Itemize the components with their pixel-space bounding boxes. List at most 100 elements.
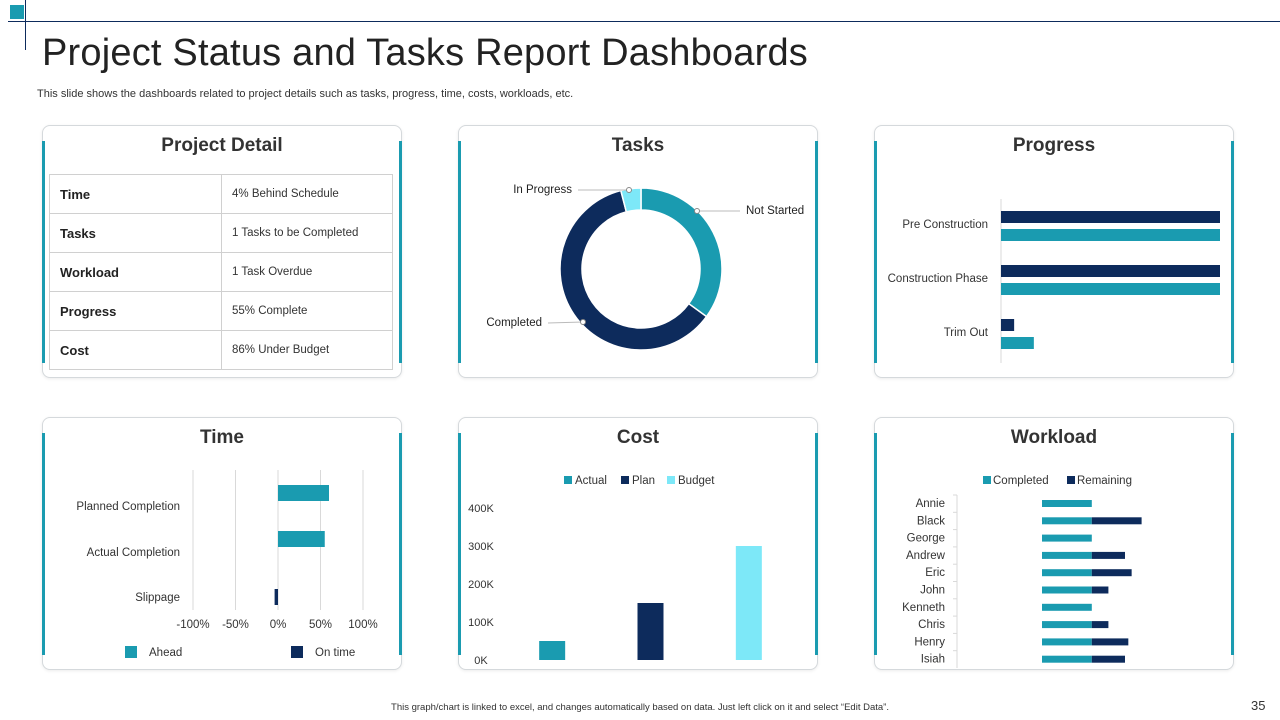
detail-label-progress: Progress (49, 291, 222, 331)
time-label-planned-completion: Planned Completion (76, 501, 180, 513)
leader-line-completed (547, 321, 584, 324)
detail-label-tasks: Tasks (49, 213, 222, 253)
project-detail-card: Project Detail Time 4% Behind Schedule T… (42, 125, 402, 378)
corner-accent-line (25, 0, 26, 50)
legend-swatch-on-time (291, 646, 303, 658)
workload-bar-george-completed (1042, 534, 1092, 542)
slice-label-not-started: Not Started (746, 205, 804, 217)
detail-label-cost: Cost (49, 330, 222, 370)
tasks-donut-chart: Not Started Completed In Progress (486, 184, 804, 351)
progress-bar-pre-construction-actual (1001, 229, 1220, 241)
detail-value-cost: 86% Under Budget (221, 330, 393, 370)
cost-tick-label: 300K (468, 541, 494, 553)
workload-bar-eric-completed (1042, 569, 1092, 577)
time-label-actual-completion: Actual Completion (87, 547, 180, 559)
legend-label-completed: Completed (993, 475, 1049, 487)
workload-bar-kenneth-completed (1042, 603, 1092, 611)
progress-card: Progress Pre Construction Construction Ph… (874, 125, 1234, 378)
workload-label-george: George (907, 533, 945, 545)
workload-label-black: Black (917, 515, 945, 527)
detail-label-workload: Workload (49, 252, 222, 292)
workload-label-chris: Chris (918, 619, 945, 631)
workload-bar-chris-completed (1042, 621, 1092, 629)
header-rule (8, 21, 1280, 22)
workload-label-eric: Eric (925, 567, 945, 579)
time-bar-planned-completion-ahead (278, 485, 329, 501)
workload-label-andrew: Andrew (906, 550, 946, 562)
table-row: Tasks 1 Tasks to be Completed (49, 213, 393, 253)
time-card: Time -100% -50% 0% 50% 100% Planned Completio… (42, 417, 402, 670)
table-row: Cost 86% Under Budget (49, 330, 393, 370)
workload-bar-isiah-completed (1042, 655, 1092, 663)
legend-label-remaining: Remaining (1077, 475, 1132, 487)
time-tick-label: 100% (348, 619, 377, 631)
time-bar-chart: -100% -50% 0% 50% 100% Planned Completion Actu… (76, 470, 378, 659)
table-row: Workload 1 Task Overdue (49, 252, 393, 292)
legend-swatch-budget (667, 476, 675, 484)
donut-slice-not-started (640, 187, 723, 318)
leader-dot-completed (580, 319, 586, 325)
progress-bar-pre-construction-planned (1001, 211, 1220, 223)
workload-label-john: John (920, 585, 945, 597)
progress-label-construction-phase: Construction Phase (888, 273, 988, 285)
progress-title: Progress (1012, 135, 1096, 156)
footer-note: This graph/chart is linked to excel, and… (391, 702, 889, 713)
cost-bar-budget (735, 546, 762, 660)
workload-bar-isiah-remaining (1091, 655, 1125, 663)
leader-dot-not-started (694, 208, 700, 214)
workload-bar-henry-remaining (1091, 638, 1129, 646)
legend-label-budget: Budget (678, 475, 715, 487)
workload-bar-chris-remaining (1091, 621, 1109, 629)
legend-swatch-ahead (125, 646, 137, 658)
legend-label-plan: Plan (632, 475, 655, 487)
slice-label-completed: Completed (486, 317, 542, 329)
project-detail-title: Project Detail (161, 135, 283, 156)
cost-bar-plan (637, 603, 664, 660)
time-tick-label: 50% (309, 619, 332, 631)
cost-tick-label: 400K (468, 503, 494, 515)
detail-value-progress: 55% Complete (221, 291, 393, 331)
cost-bar-chart: 0K 100K 200K 300K 400K Actual Plan Budget (468, 475, 762, 667)
legend-swatch-actual (564, 476, 572, 484)
workload-bar-andrew-remaining (1091, 551, 1125, 559)
progress-bar-chart: Pre Construction Construction Phase Trim O… (888, 199, 1220, 363)
detail-value-tasks: 1 Tasks to be Completed (221, 213, 393, 253)
detail-value-workload: 1 Task Overdue (221, 252, 393, 292)
time-tick-label: -50% (222, 619, 249, 631)
progress-label-trim-out: Trim Out (944, 327, 989, 339)
legend-swatch-completed (983, 476, 991, 484)
time-bar-actual-completion-ahead (278, 531, 325, 547)
legend-label-actual: Actual (575, 475, 607, 487)
workload-label-kenneth: Kenneth (902, 602, 945, 614)
legend-swatch-remaining (1067, 476, 1075, 484)
cost-title: Cost (616, 427, 660, 448)
cost-card: Cost 0K 100K 200K 300K 400K Actual Plan Budget (458, 417, 818, 670)
cost-tick-label: 100K (468, 617, 494, 629)
slide-subtitle: This slide shows the dashboards related … (37, 88, 574, 100)
cost-bar-actual (539, 641, 566, 660)
corner-accent-square (10, 5, 24, 19)
workload-bar-eric-remaining (1091, 569, 1132, 577)
legend-swatch-plan (621, 476, 629, 484)
legend-label-on-time: On time (315, 647, 355, 659)
progress-bar-trim-out-actual (1001, 337, 1034, 349)
time-title: Time (199, 427, 244, 448)
workload-label-annie: Annie (916, 498, 945, 510)
detail-label-time: Time (49, 174, 222, 214)
workload-card: Workload Annie Black George Andrew Eric John K… (874, 417, 1234, 670)
slice-label-in-progress: In Progress (513, 184, 572, 196)
project-detail-table: Time 4% Behind Schedule Tasks 1 Tasks to… (49, 174, 393, 370)
workload-label-isiah: Isiah (921, 654, 945, 666)
time-tick-label: 0% (270, 619, 287, 631)
slide-title: Project Status and Tasks Report Dashboar… (42, 32, 808, 74)
workload-title: Workload (1010, 427, 1098, 448)
legend-label-ahead: Ahead (149, 647, 182, 659)
tasks-title: Tasks (611, 135, 665, 156)
table-row: Progress 55% Complete (49, 291, 393, 331)
leader-dot-in-progress (626, 187, 632, 193)
progress-bar-construction-phase-actual (1001, 283, 1220, 295)
workload-bar-andrew-completed (1042, 551, 1092, 559)
progress-label-pre-construction: Pre Construction (902, 219, 988, 231)
workload-bar-john-completed (1042, 586, 1092, 594)
time-label-slippage: Slippage (135, 592, 180, 604)
